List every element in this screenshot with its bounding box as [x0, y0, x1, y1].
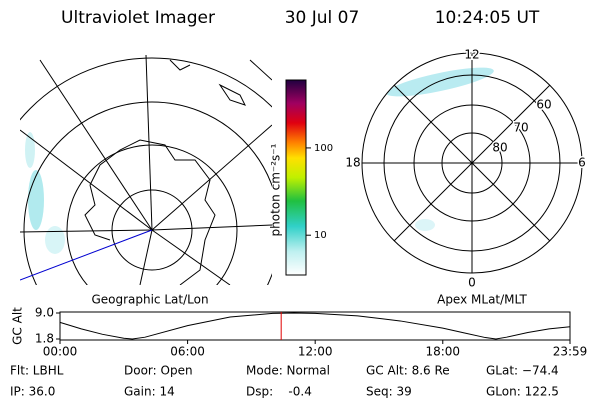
mlt-label: 0 [468, 276, 476, 290]
altitude-line [59, 312, 571, 340]
colorbar-tick-label: 10 [314, 230, 327, 241]
status-field: Dsp: -0.4 [246, 385, 312, 399]
status-field: GC Alt: 8.6 Re [366, 364, 450, 378]
x-tick-label: 00:00 [43, 345, 78, 359]
colorbar-label: photon cm⁻²s⁻¹ [269, 143, 283, 236]
status-field: Flt: LBHL [10, 364, 64, 378]
y-label: GC Alt [11, 307, 25, 345]
mlt-label: 12 [464, 48, 479, 62]
status-field: GLon: 122.5 [486, 385, 559, 399]
plot-frame [59, 311, 571, 341]
time: 10:24:05 UT [435, 8, 540, 28]
x-tick-label: 06:00 [170, 345, 205, 359]
map-label: Apex MLat/MLT [437, 293, 527, 307]
map-label: Geographic Lat/Lon [91, 293, 208, 307]
status-field: Seq: 39 [366, 385, 412, 399]
date: 30 Jul 07 [285, 8, 360, 28]
status-field: GLat: −74.4 [486, 364, 559, 378]
y-tick-label: 1.8 [35, 332, 54, 346]
x-tick-label: 23:59 [553, 345, 588, 359]
mlat-label: 60 [536, 98, 551, 112]
colorbar [285, 79, 307, 276]
polar-map [361, 52, 583, 274]
x-tick-label: 18:00 [425, 345, 460, 359]
status-field: Mode: Normal [246, 364, 330, 378]
y-tick-label: 9.0 [35, 306, 54, 320]
status-field: IP: 36.0 [10, 385, 55, 399]
mlt-label: 6 [578, 156, 586, 170]
status-field: Door: Open [124, 364, 193, 378]
colorbar-tick-label: 100 [314, 143, 333, 154]
title: Ultraviolet Imager [61, 8, 215, 28]
mlat-label: 70 [513, 121, 528, 135]
x-tick-label: 12:00 [298, 345, 333, 359]
status-field: Gain: 14 [124, 385, 175, 399]
geo-map [20, 55, 272, 285]
mlat-label: 80 [492, 141, 507, 155]
mlt-label: 18 [345, 156, 360, 170]
